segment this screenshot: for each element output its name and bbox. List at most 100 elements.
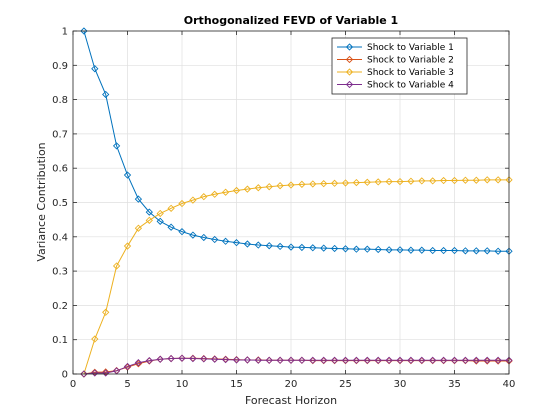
data-point xyxy=(156,217,164,226)
data-point xyxy=(80,370,88,378)
data-point xyxy=(341,356,350,364)
y-tick-label: 0.4 xyxy=(52,232,68,243)
data-point xyxy=(243,185,252,193)
legend-entry: Shock to Variable 3 xyxy=(337,68,454,78)
data-point xyxy=(211,190,219,198)
data-point xyxy=(450,356,459,364)
x-tick-label: 0 xyxy=(70,379,76,390)
y-tick-label: 0.9 xyxy=(52,61,68,72)
data-point xyxy=(287,356,295,364)
y-tick-label: 0.6 xyxy=(52,164,68,175)
data-point xyxy=(439,246,448,255)
data-point xyxy=(232,238,241,247)
x-tick-label: 30 xyxy=(394,379,407,390)
y-tick-label: 0.7 xyxy=(52,129,68,140)
data-point xyxy=(200,193,208,201)
data-point xyxy=(112,142,121,150)
x-tick-label: 10 xyxy=(176,379,189,390)
data-point xyxy=(80,27,88,35)
data-point xyxy=(178,228,186,236)
data-point xyxy=(287,243,295,251)
data-point xyxy=(461,247,470,255)
data-point xyxy=(91,369,99,377)
data-point xyxy=(363,178,371,186)
data-point xyxy=(276,356,284,364)
series-line xyxy=(83,357,509,375)
data-point xyxy=(352,245,361,253)
data-point xyxy=(396,356,404,364)
data-point xyxy=(167,204,175,212)
x-axis-label: Forecast Horizon xyxy=(245,394,337,407)
legend-entry: Shock to Variable 1 xyxy=(337,43,454,53)
data-point xyxy=(156,355,164,363)
data-point xyxy=(472,356,480,364)
x-tick-label: 40 xyxy=(503,379,516,390)
data-point xyxy=(330,356,339,364)
data-point xyxy=(221,237,230,245)
data-point xyxy=(145,208,153,216)
data-point xyxy=(156,209,164,218)
data-point xyxy=(472,176,480,184)
x-tick-label: 20 xyxy=(285,379,298,390)
x-tick-label: 35 xyxy=(448,379,461,390)
x-tick-label: 15 xyxy=(230,379,243,390)
chart-title: Orthogonalized FEVD of Variable 1 xyxy=(184,14,398,27)
data-point xyxy=(330,179,339,187)
data-point xyxy=(298,180,306,188)
data-point xyxy=(243,356,252,364)
data-point xyxy=(123,171,132,179)
data-point xyxy=(167,354,175,363)
data-point xyxy=(189,196,197,204)
data-point xyxy=(450,176,459,185)
data-point xyxy=(221,355,230,364)
data-point xyxy=(320,179,328,188)
data-point xyxy=(483,176,491,184)
data-point xyxy=(352,178,361,187)
data-point xyxy=(439,176,448,185)
data-point xyxy=(429,177,437,185)
legend-label: Shock to Variable 3 xyxy=(367,68,454,78)
data-point xyxy=(472,247,480,255)
data-point xyxy=(102,90,110,99)
data-point xyxy=(276,242,284,251)
data-point xyxy=(298,243,306,252)
data-point xyxy=(483,247,491,255)
data-point xyxy=(254,356,262,364)
data-point xyxy=(232,186,241,195)
data-point xyxy=(254,184,262,192)
y-tick-label: 0.1 xyxy=(52,335,68,346)
data-point xyxy=(91,368,99,376)
data-point xyxy=(167,223,175,231)
data-point xyxy=(134,359,143,367)
data-point xyxy=(189,231,197,239)
x-tick-label: 5 xyxy=(124,379,130,390)
data-point xyxy=(352,356,361,364)
data-point xyxy=(112,262,121,270)
data-point xyxy=(396,177,404,186)
data-point xyxy=(374,178,382,186)
data-point xyxy=(287,181,295,189)
data-point xyxy=(102,369,110,377)
data-point xyxy=(429,246,437,255)
data-point xyxy=(461,356,470,364)
data-point xyxy=(385,246,393,254)
data-point xyxy=(418,246,426,254)
data-point xyxy=(418,177,426,185)
legend-marker xyxy=(345,68,354,76)
y-axis-label: Variance Contribution xyxy=(35,142,48,261)
data-point xyxy=(123,362,132,371)
data-point xyxy=(407,246,415,254)
y-tick-label: 0.3 xyxy=(52,267,68,278)
data-point xyxy=(298,356,306,364)
data-point xyxy=(407,177,415,185)
series-4 xyxy=(80,354,513,378)
data-point xyxy=(309,244,317,252)
data-point xyxy=(91,335,99,343)
y-tick-label: 0.8 xyxy=(52,95,68,106)
data-point xyxy=(429,356,437,364)
legend-label: Shock to Variable 4 xyxy=(367,81,454,91)
data-point xyxy=(232,356,241,364)
y-tick-label: 0 xyxy=(62,370,68,381)
data-point xyxy=(123,242,132,250)
